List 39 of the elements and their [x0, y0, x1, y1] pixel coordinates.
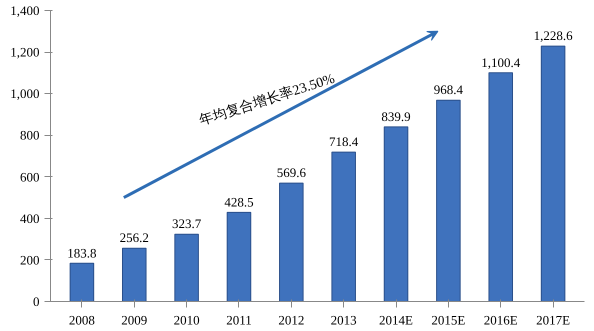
data-label: 256.2 [120, 230, 149, 246]
x-tick-label: 2017E [536, 312, 570, 328]
x-tick-label: 2009 [121, 312, 148, 328]
bar [226, 212, 252, 302]
data-label: 569.6 [276, 165, 306, 180]
bar [70, 262, 94, 302]
y-tick-label: 1,200 [10, 44, 40, 60]
data-label: 968.4 [434, 82, 464, 98]
y-tick-label: 400 [20, 210, 40, 226]
bar [540, 46, 566, 302]
annotation: 年均复合增长率23.50% [197, 70, 338, 129]
data-label: 839.9 [381, 108, 411, 124]
x-tick-label: 2008 [68, 312, 95, 328]
x-tick-label: 2015E [431, 312, 466, 328]
y-tick-label: 600 [20, 169, 40, 184]
x-tick-label: 2014E [379, 312, 414, 328]
data-label: 323.7 [172, 216, 202, 232]
x-tick-label: 2016E [484, 312, 518, 328]
data-label: 428.5 [224, 194, 254, 210]
x-tick-label: 2010 [174, 312, 200, 328]
x-tick-label: 2013 [330, 312, 357, 328]
bar [331, 152, 356, 302]
y-tick-label: 0 [33, 294, 40, 309]
data-label: 183.8 [67, 245, 97, 260]
y-tick-label: 1,000 [10, 86, 40, 102]
x-tick-label: 2011 [226, 312, 252, 328]
bar [122, 248, 147, 302]
bar [174, 234, 199, 302]
y-tick-label: 800 [20, 128, 40, 143]
data-label: 1,100.4 [481, 54, 521, 70]
data-label: 718.4 [329, 134, 359, 150]
data-label: 1,228.6 [534, 28, 574, 44]
bar [488, 72, 514, 302]
x-tick-label: 2012 [278, 312, 304, 328]
y-tick-label: 200 [20, 252, 40, 268]
y-tick-label: 1,400 [10, 3, 40, 18]
bar [436, 100, 461, 302]
bar [279, 182, 304, 302]
bar [384, 126, 408, 302]
